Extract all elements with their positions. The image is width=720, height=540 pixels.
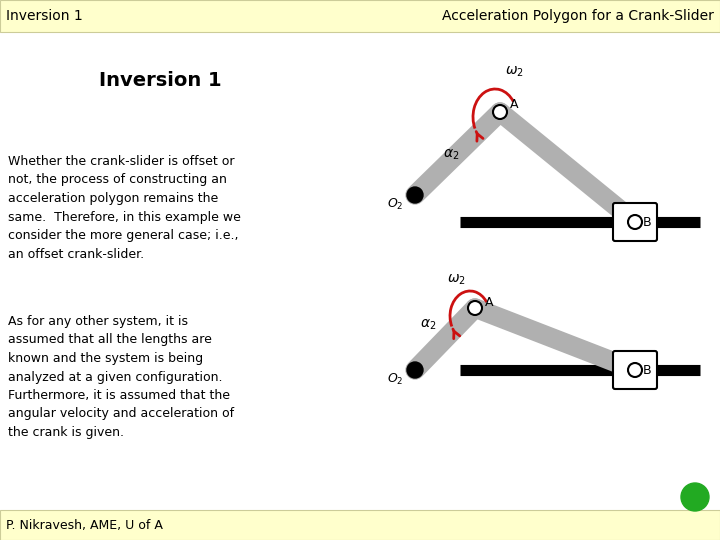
Circle shape <box>628 363 642 377</box>
Text: A: A <box>510 98 518 111</box>
Circle shape <box>493 105 507 119</box>
Text: Inversion 1: Inversion 1 <box>6 9 83 23</box>
Text: Whether the crank-slider is offset or
not, the process of constructing an
accele: Whether the crank-slider is offset or no… <box>8 155 241 260</box>
Text: $\omega_2$: $\omega_2$ <box>447 273 466 287</box>
Circle shape <box>407 362 423 378</box>
Circle shape <box>628 215 642 229</box>
Text: Acceleration Polygon for a Crank-Slider: Acceleration Polygon for a Crank-Slider <box>442 9 714 23</box>
Bar <box>0 510 720 540</box>
Text: B: B <box>643 215 652 228</box>
Text: P. Nikravesh, AME, U of A: P. Nikravesh, AME, U of A <box>6 518 163 531</box>
Text: $O_2$: $O_2$ <box>387 197 403 212</box>
Circle shape <box>407 187 423 203</box>
Text: $\alpha_2$: $\alpha_2$ <box>420 318 436 332</box>
Text: As for any other system, it is
assumed that all the lengths are
known and the sy: As for any other system, it is assumed t… <box>8 315 234 439</box>
Circle shape <box>468 301 482 315</box>
Text: $\omega_2$: $\omega_2$ <box>505 65 524 79</box>
Text: B: B <box>643 363 652 376</box>
Bar <box>0 0 720 32</box>
Text: $\alpha_2$: $\alpha_2$ <box>443 148 459 162</box>
Text: Inversion 1: Inversion 1 <box>99 71 221 90</box>
FancyBboxPatch shape <box>613 351 657 389</box>
Circle shape <box>681 483 709 511</box>
Text: $O_2$: $O_2$ <box>387 372 403 387</box>
Text: A: A <box>485 295 493 308</box>
FancyBboxPatch shape <box>613 203 657 241</box>
